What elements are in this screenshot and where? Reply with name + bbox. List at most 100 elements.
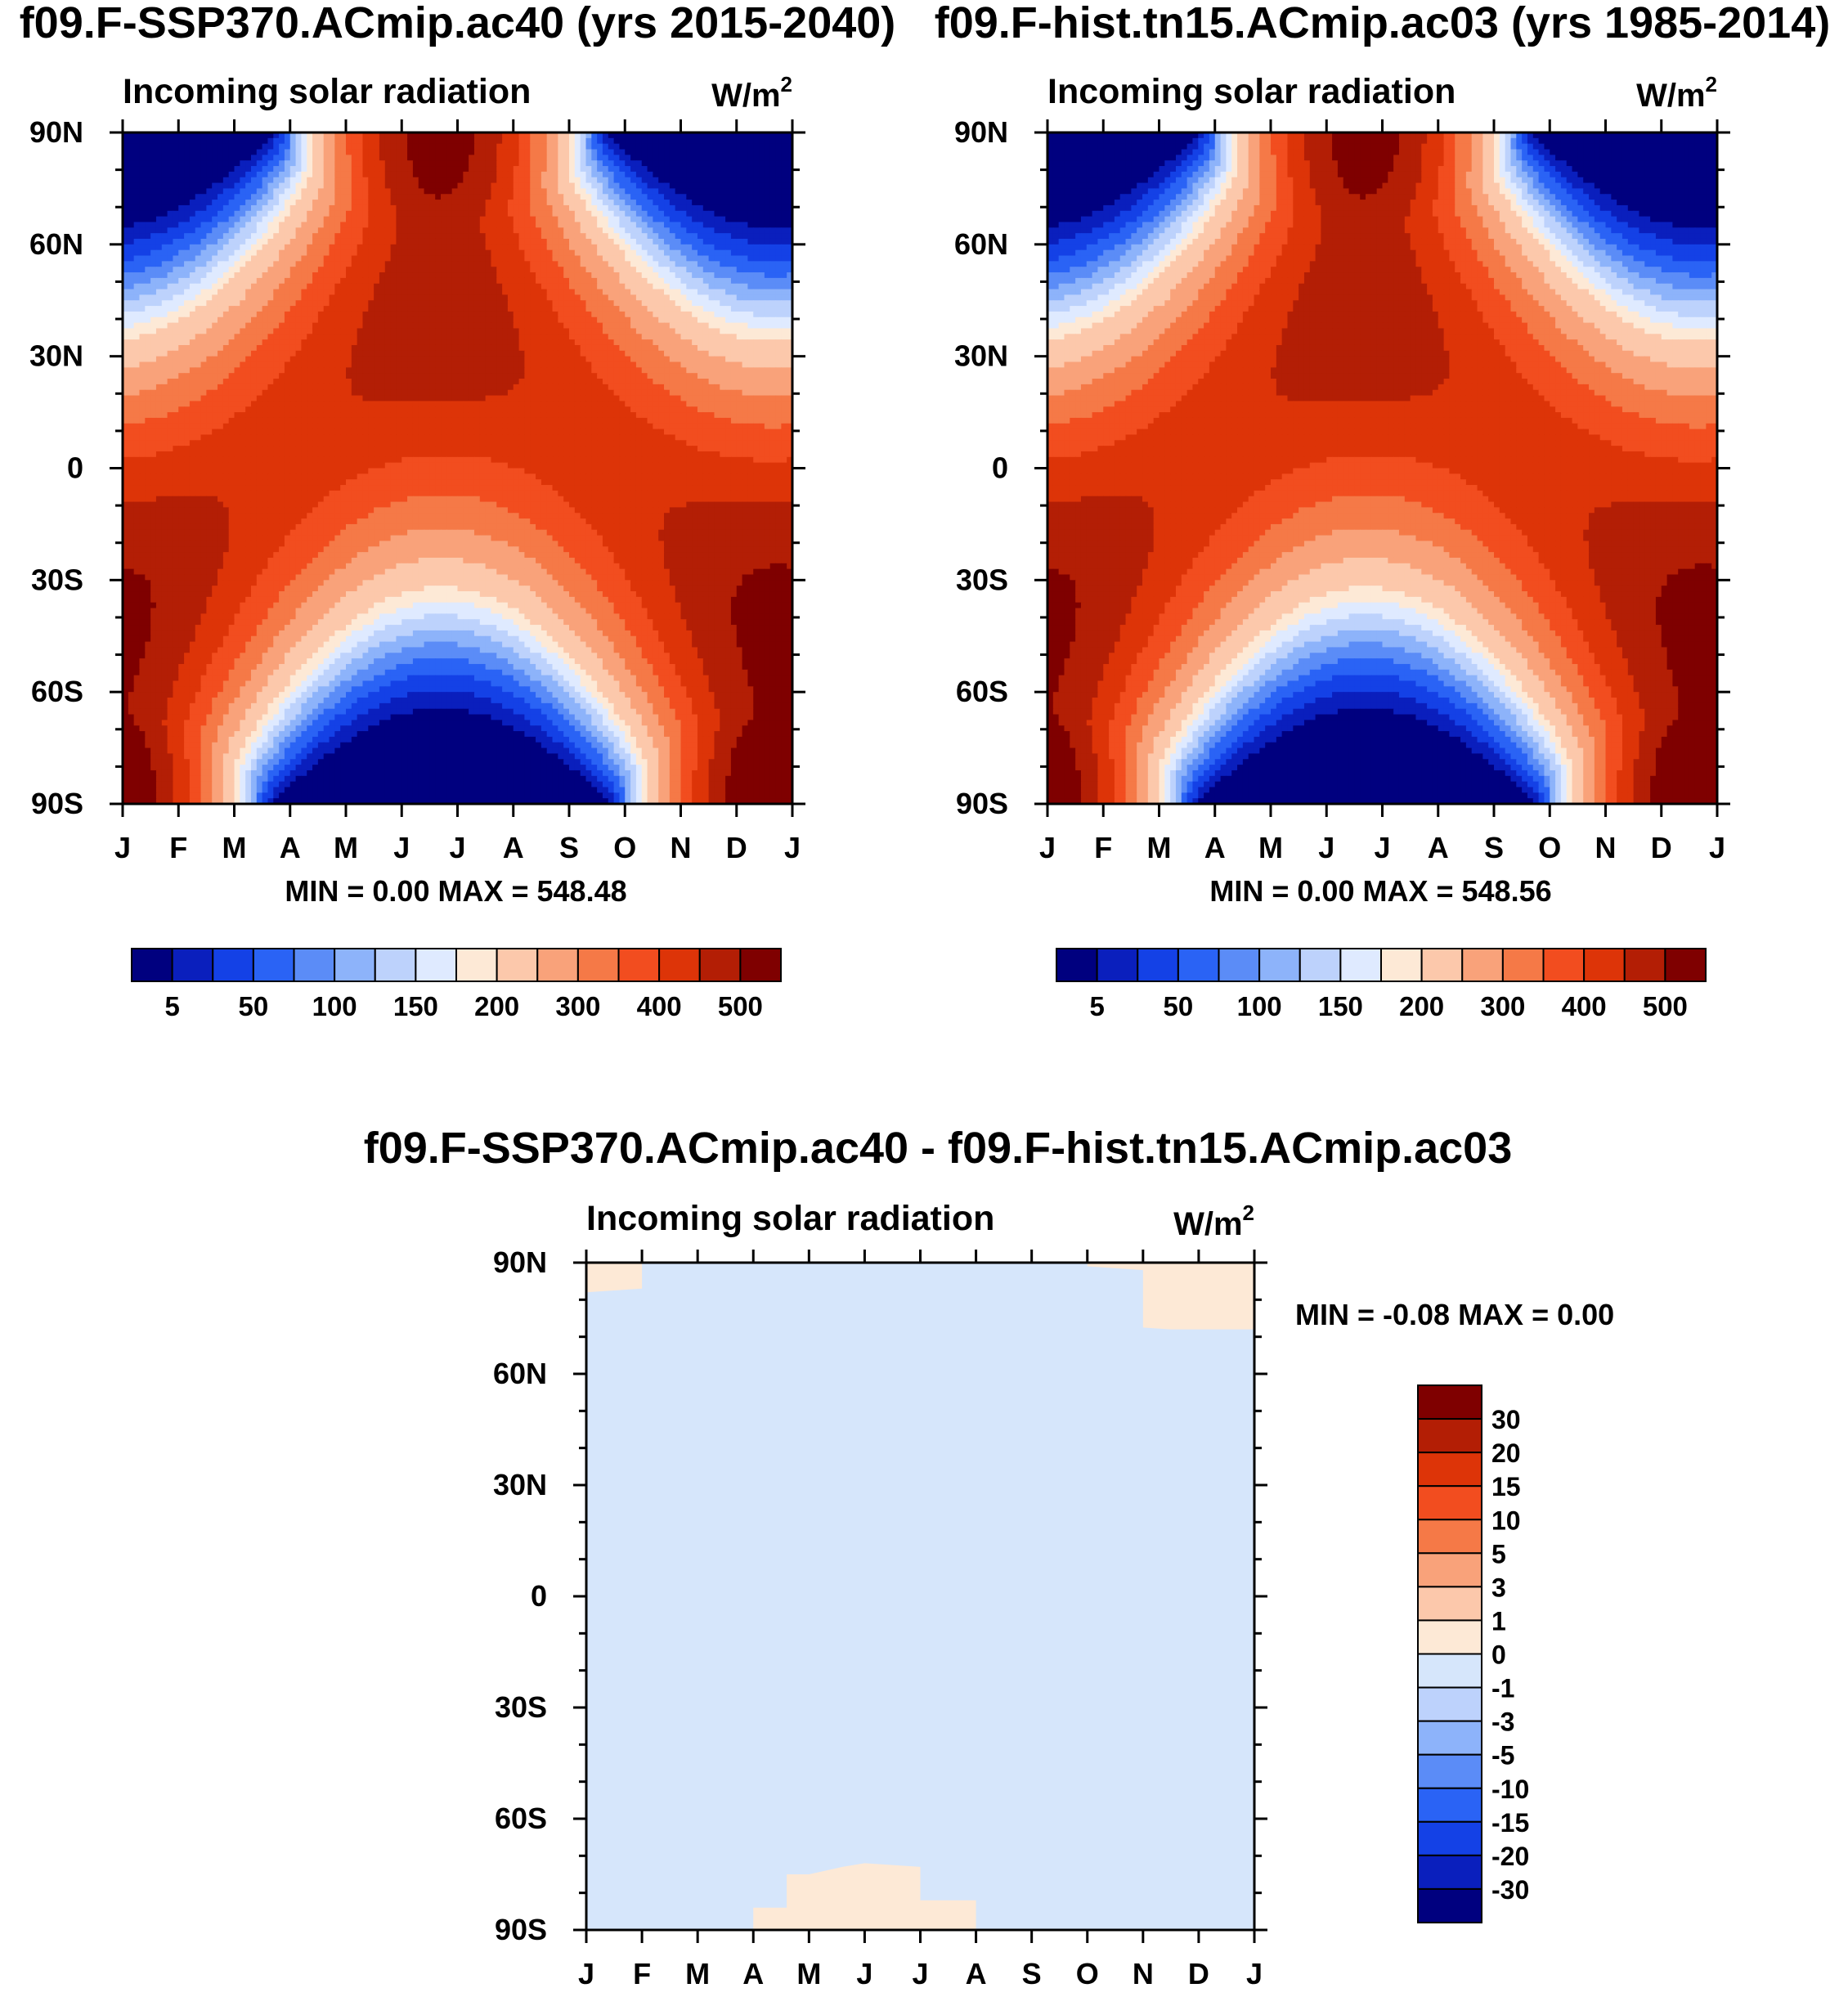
- field-cell: [139, 177, 145, 183]
- field-cell: [585, 272, 591, 278]
- field-cell: [597, 150, 603, 155]
- field-cell: [508, 188, 514, 194]
- field-cell: [128, 194, 134, 200]
- field-cell: [279, 239, 285, 245]
- field-cell: [407, 155, 413, 160]
- field-cell: [401, 200, 407, 205]
- field-cell: [597, 200, 603, 205]
- field-cell: [697, 289, 703, 295]
- field-cell: [480, 239, 486, 245]
- field-cell: [747, 222, 753, 227]
- field-cell: [508, 138, 514, 144]
- field-cell: [168, 155, 173, 160]
- field-cell: [240, 150, 245, 155]
- field-cell: [474, 138, 480, 144]
- field-cell: [413, 272, 419, 278]
- field-cell: [530, 294, 536, 300]
- field-cell: [759, 200, 765, 205]
- field-cell: [441, 312, 446, 317]
- field-cell: [379, 239, 385, 245]
- field-cell: [642, 211, 648, 217]
- field-cell: [223, 194, 229, 200]
- field-cell: [530, 155, 536, 160]
- field-cell: [139, 194, 145, 200]
- field-cell: [591, 211, 597, 217]
- field-cell: [614, 217, 620, 222]
- field-cell: [139, 233, 145, 239]
- field-cell: [340, 138, 346, 144]
- field-cell: [776, 227, 782, 233]
- field-cell: [441, 250, 446, 256]
- field-cell: [558, 300, 563, 306]
- field-cell: [658, 306, 664, 312]
- field-cell: [648, 166, 653, 172]
- field-cell: [619, 144, 625, 150]
- field-cell: [324, 217, 330, 222]
- field-cell: [435, 155, 441, 160]
- field-cell: [747, 144, 753, 150]
- field-cell: [697, 233, 703, 239]
- field-cell: [218, 256, 223, 262]
- field-cell: [524, 222, 530, 227]
- field-cell: [692, 278, 697, 284]
- field-cell: [413, 267, 419, 272]
- field-cell: [541, 205, 547, 211]
- field-cell: [770, 144, 776, 150]
- field-cell: [206, 160, 212, 166]
- field-cell: [558, 211, 563, 217]
- field-cell: [357, 289, 363, 295]
- field-cell: [301, 289, 307, 295]
- field-cell: [201, 177, 207, 183]
- field-cell: [575, 188, 581, 194]
- field-cell: [262, 250, 268, 256]
- field-cell: [424, 278, 430, 284]
- field-cell: [229, 312, 235, 317]
- field-cell: [245, 267, 251, 272]
- field-cell: [145, 245, 150, 250]
- field-cell: [463, 144, 469, 150]
- field-cell: [429, 256, 435, 262]
- field-cell: [714, 166, 720, 172]
- field-cell: [435, 183, 441, 189]
- field-cell: [334, 289, 340, 295]
- field-cell: [630, 300, 636, 306]
- field-cell: [519, 155, 525, 160]
- field-cell: [190, 267, 195, 272]
- field-cell: [581, 239, 586, 245]
- field-cell: [184, 205, 190, 211]
- field-cell: [245, 205, 251, 211]
- field-cell: [218, 278, 223, 284]
- field-cell: [547, 233, 553, 239]
- field-cell: [658, 256, 664, 262]
- field-cell: [184, 183, 190, 189]
- field-cell: [681, 227, 687, 233]
- field-cell: [642, 294, 648, 300]
- field-cell: [547, 177, 553, 183]
- field-cell: [145, 222, 150, 227]
- field-cell: [267, 317, 273, 323]
- field-cell: [648, 261, 653, 267]
- field-cell: [419, 160, 424, 166]
- field-cell: [446, 312, 452, 317]
- field-cell: [770, 172, 776, 177]
- field-cell: [765, 211, 770, 217]
- field-cell: [446, 272, 452, 278]
- field-cell: [368, 144, 374, 150]
- field-cell: [257, 250, 262, 256]
- field-cell: [357, 245, 363, 250]
- field-cell: [346, 205, 352, 211]
- field-cell: [134, 172, 140, 177]
- field-cell: [630, 188, 636, 194]
- field-cell: [648, 272, 653, 278]
- field-cell: [340, 245, 346, 250]
- field-cell: [413, 138, 419, 144]
- field-cell: [168, 261, 173, 267]
- field-cell: [235, 217, 240, 222]
- field-cell: [725, 250, 731, 256]
- field-cell: [139, 300, 145, 306]
- field-cell: [385, 278, 391, 284]
- field-cell: [245, 217, 251, 222]
- field-cell: [709, 160, 715, 166]
- field-cell: [173, 294, 178, 300]
- field-cell: [201, 205, 207, 211]
